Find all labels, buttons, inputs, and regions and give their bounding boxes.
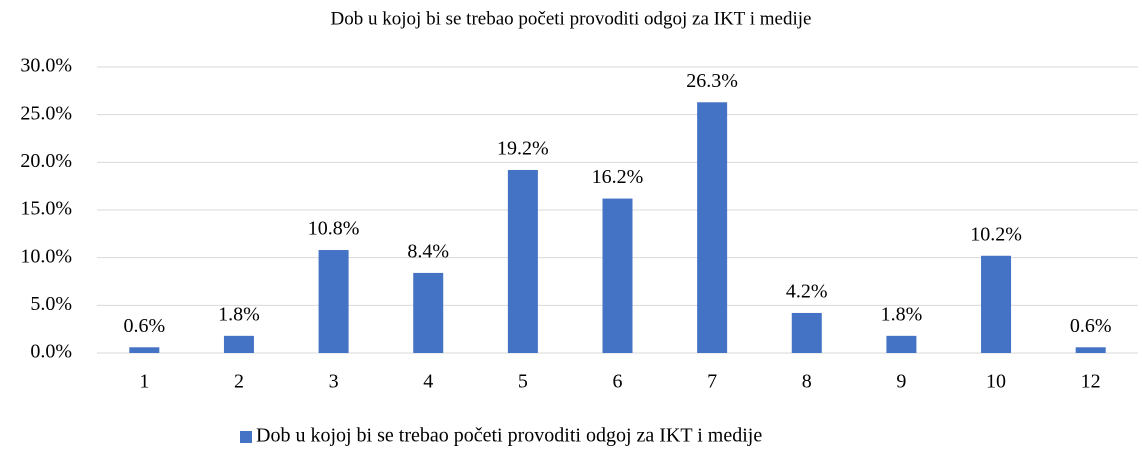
bar	[1075, 347, 1106, 353]
bar	[318, 250, 349, 353]
data-label: 1.8%	[218, 303, 260, 325]
bar	[129, 347, 160, 353]
data-label: 0.6%	[1070, 315, 1112, 337]
y-tick-label: 5.0%	[30, 293, 72, 315]
data-label: 8.4%	[407, 241, 449, 263]
bar	[223, 335, 254, 353]
chart-title: Dob u kojoj bi se trebao početi provodit…	[331, 8, 812, 29]
x-tick-label: 10	[986, 371, 1006, 393]
data-label: 10.8%	[308, 218, 360, 240]
x-tick-label: 3	[329, 371, 339, 393]
y-tick-label: 10.0%	[20, 245, 72, 267]
x-tick-label: 12	[1081, 371, 1101, 393]
x-tick-label: 8	[802, 371, 812, 393]
y-tick-label: 20.0%	[20, 150, 72, 172]
legend-swatch	[240, 431, 252, 443]
bar	[413, 272, 444, 353]
bar	[791, 312, 822, 353]
data-label: 4.2%	[786, 281, 828, 303]
legend-label: Dob u kojoj bi se trebao početi provodit…	[256, 425, 762, 447]
data-label: 0.6%	[123, 315, 165, 337]
bar	[981, 255, 1012, 353]
bar	[697, 102, 728, 353]
data-label: 10.2%	[970, 223, 1022, 245]
bar	[602, 198, 633, 353]
bar	[507, 169, 538, 353]
data-label: 19.2%	[497, 138, 549, 160]
bar	[886, 335, 917, 353]
data-label: 16.2%	[592, 166, 644, 188]
data-label: 26.3%	[686, 70, 738, 92]
x-tick-label: 6	[613, 371, 623, 393]
x-tick-label: 2	[234, 371, 244, 393]
y-tick-label: 0.0%	[30, 341, 72, 363]
x-tick-label: 5	[518, 371, 528, 393]
y-tick-label: 15.0%	[20, 198, 72, 220]
x-tick-label: 7	[707, 371, 717, 393]
x-tick-label: 1	[139, 371, 149, 393]
y-tick-label: 25.0%	[20, 102, 72, 124]
data-label: 1.8%	[881, 303, 923, 325]
x-tick-label: 9	[896, 371, 906, 393]
x-tick-label: 4	[423, 371, 433, 393]
y-tick-label: 30.0%	[20, 55, 72, 77]
